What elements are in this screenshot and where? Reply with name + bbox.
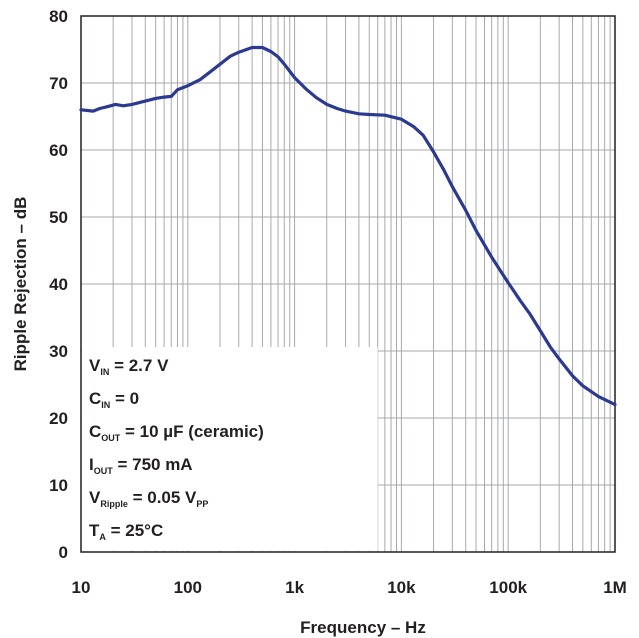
condition-label: TA = 25°C	[89, 521, 163, 542]
condition-label: CIN = 0	[89, 389, 139, 410]
x-tick-label: 100k	[489, 578, 527, 597]
y-tick-label: 40	[49, 275, 68, 294]
y-tick-label: 10	[49, 476, 68, 495]
x-tick-label: 10k	[387, 578, 416, 597]
condition-label: VIN = 2.7 V	[89, 356, 169, 377]
plot-frame	[80, 15, 616, 553]
series-group	[79, 45, 617, 407]
y-tick-label: 20	[49, 409, 68, 428]
x-tick-label: 100	[174, 578, 202, 597]
y-tick-label: 0	[59, 543, 68, 562]
condition-label: VRipple = 0.05 VPP	[89, 488, 208, 509]
condition-label: IOUT = 750 mA	[89, 455, 193, 476]
y-tick-label: 80	[49, 7, 68, 26]
series-line	[79, 45, 617, 407]
y-tick-label: 60	[49, 141, 68, 160]
y-tick-label: 50	[49, 208, 68, 227]
condition-label: COUT = 10 µF (ceramic)	[89, 422, 264, 443]
x-tick-label: 10	[72, 578, 91, 597]
x-tick-label: 1k	[285, 578, 304, 597]
x-axis-title: Frequency – Hz	[300, 618, 426, 637]
conditions-background	[82, 347, 378, 551]
x-tick-label: 1M	[603, 578, 627, 597]
y-axis-title: Ripple Rejection – dB	[11, 197, 30, 372]
conditions-box: VIN = 2.7 V CIN = 0 COUT = 10 µF (ceramic)…	[82, 347, 378, 551]
y-tick-label: 70	[49, 74, 68, 93]
y-tick-label: 30	[49, 342, 68, 361]
